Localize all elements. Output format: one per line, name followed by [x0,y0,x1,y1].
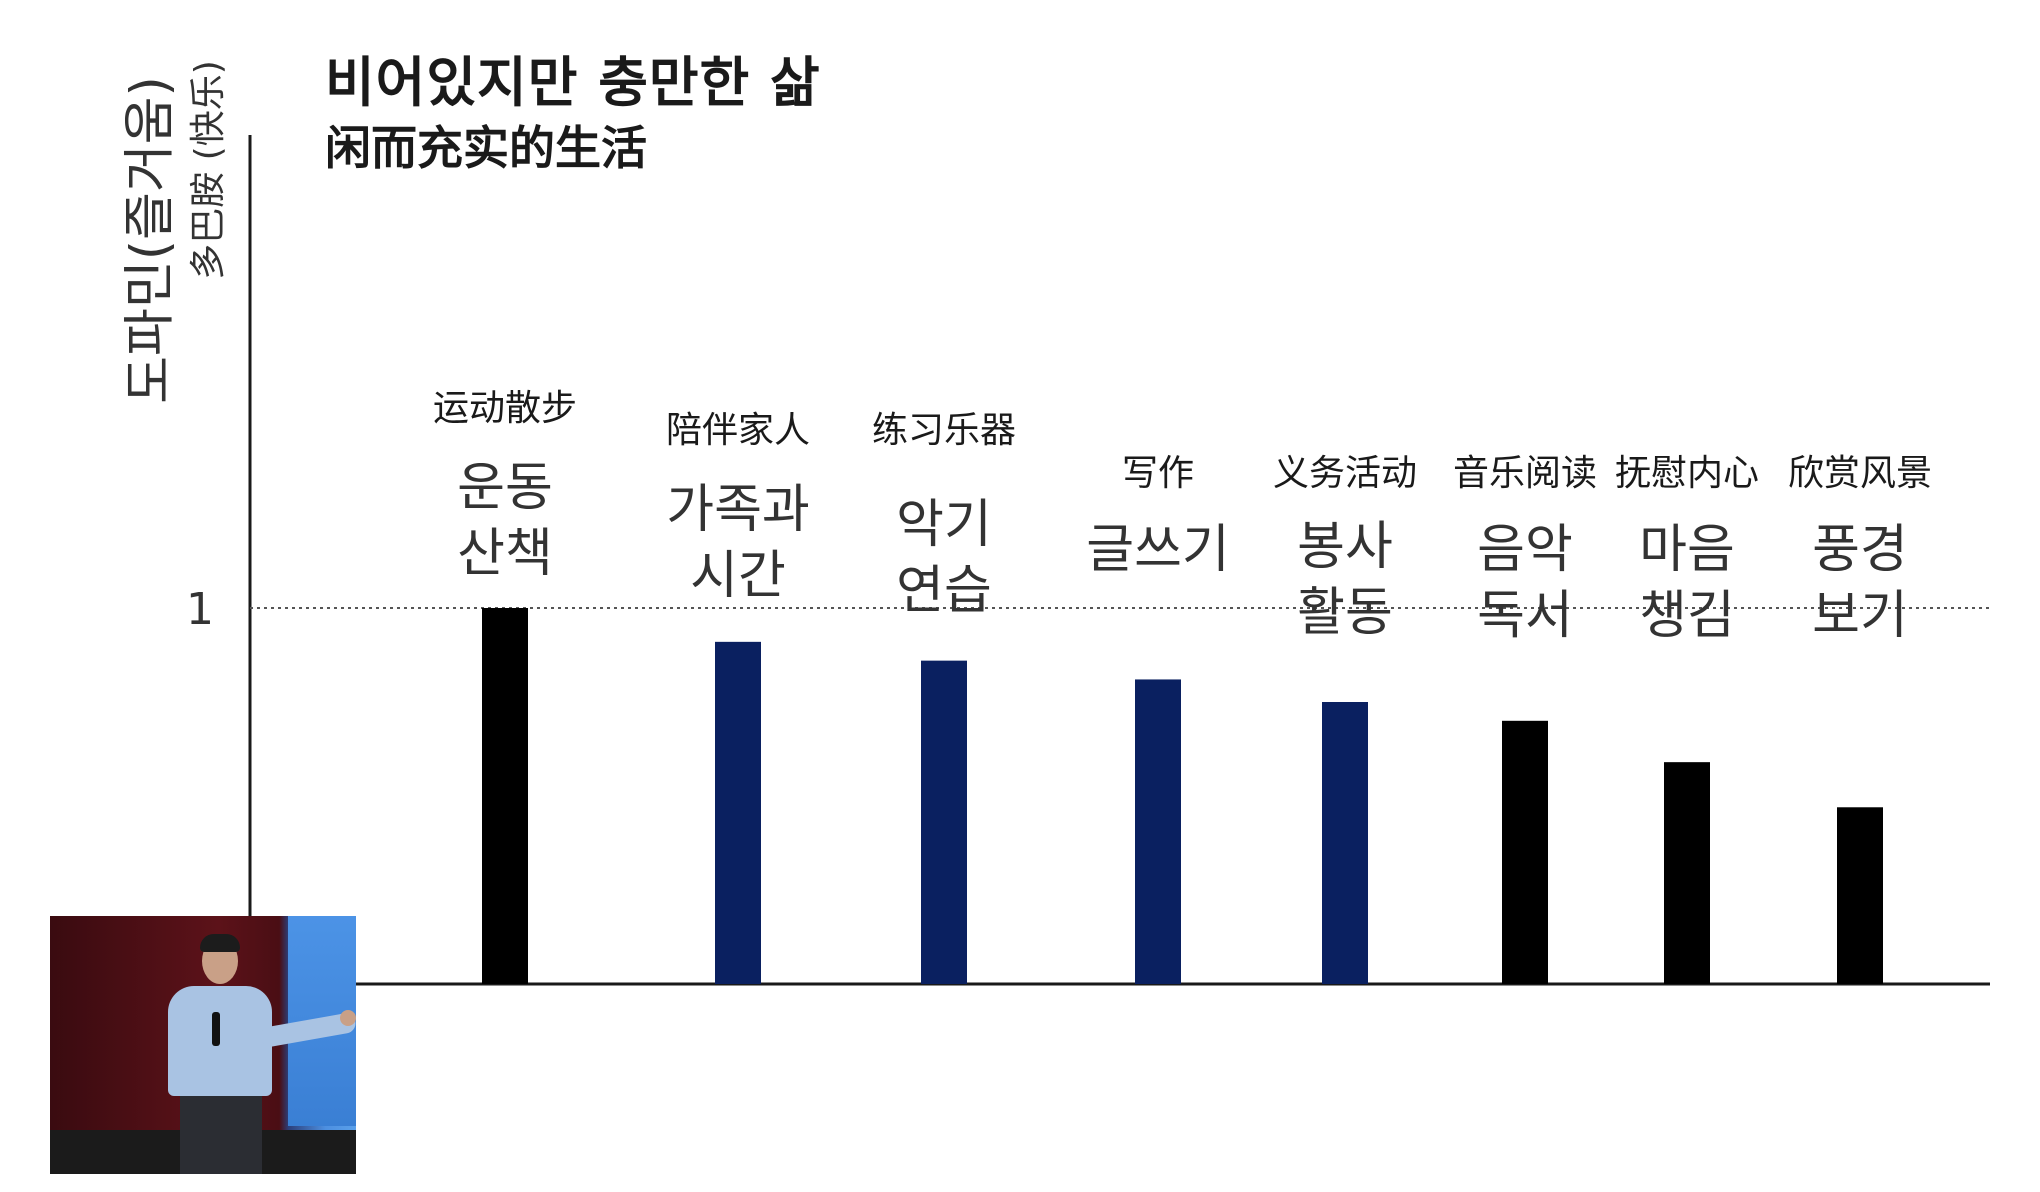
bar [1837,807,1883,984]
category-label-korean: 독서 [1477,586,1573,646]
category-label-korean: 운동 [457,458,553,518]
category-label-korean: 보기 [1812,586,1908,646]
category-label-korean: 산책 [457,524,553,584]
category-label-chinese: 欣赏风景 [1788,453,1932,494]
bar [1135,679,1181,984]
category-label-chinese: 义务活动 [1273,453,1417,494]
presenter-shirt [168,986,272,1096]
category-label-korean: 활동 [1297,583,1393,643]
presenter-legs [180,1094,262,1174]
category-label-chinese: 练习乐器 [872,410,1016,451]
bar [715,641,761,984]
category-label-korean: 풍경 [1812,520,1908,580]
category-label-korean: 악기 [896,495,992,555]
category-label-chinese: 运动散步 [433,388,577,429]
bar [1322,702,1368,984]
category-label-chinese: 音乐阅读 [1453,453,1597,494]
presenter-hand [340,1010,356,1026]
category-label-korean: 음악 [1477,520,1573,580]
presenter-video-inset [50,916,356,1174]
category-label-korean: 봉사 [1297,517,1393,577]
chart-title-korean: 비어있지만 충만한 삶 [325,51,821,114]
category-label-chinese: 写作 [1122,453,1194,494]
category-label-korean: 글쓰기 [1086,520,1230,580]
category-label-korean: 시간 [690,546,786,606]
chart-title-chinese: 闲而充实的生活 [325,121,647,175]
bar [1664,762,1710,984]
presenter-hair [200,934,240,952]
category-label-korean: 연습 [896,561,992,621]
microphone-icon [212,1012,220,1046]
bar [921,660,967,984]
category-label-chinese: 陪伴家人 [666,410,810,451]
bar [1502,720,1548,984]
category-label-chinese: 抚慰内心 [1615,453,1759,494]
category-label-korean: 챙김 [1639,586,1735,646]
bar [482,608,528,984]
category-label-korean: 마음 [1639,520,1735,580]
y-tick-label: 1 [186,584,214,635]
category-label-korean: 가족과 [666,480,810,540]
